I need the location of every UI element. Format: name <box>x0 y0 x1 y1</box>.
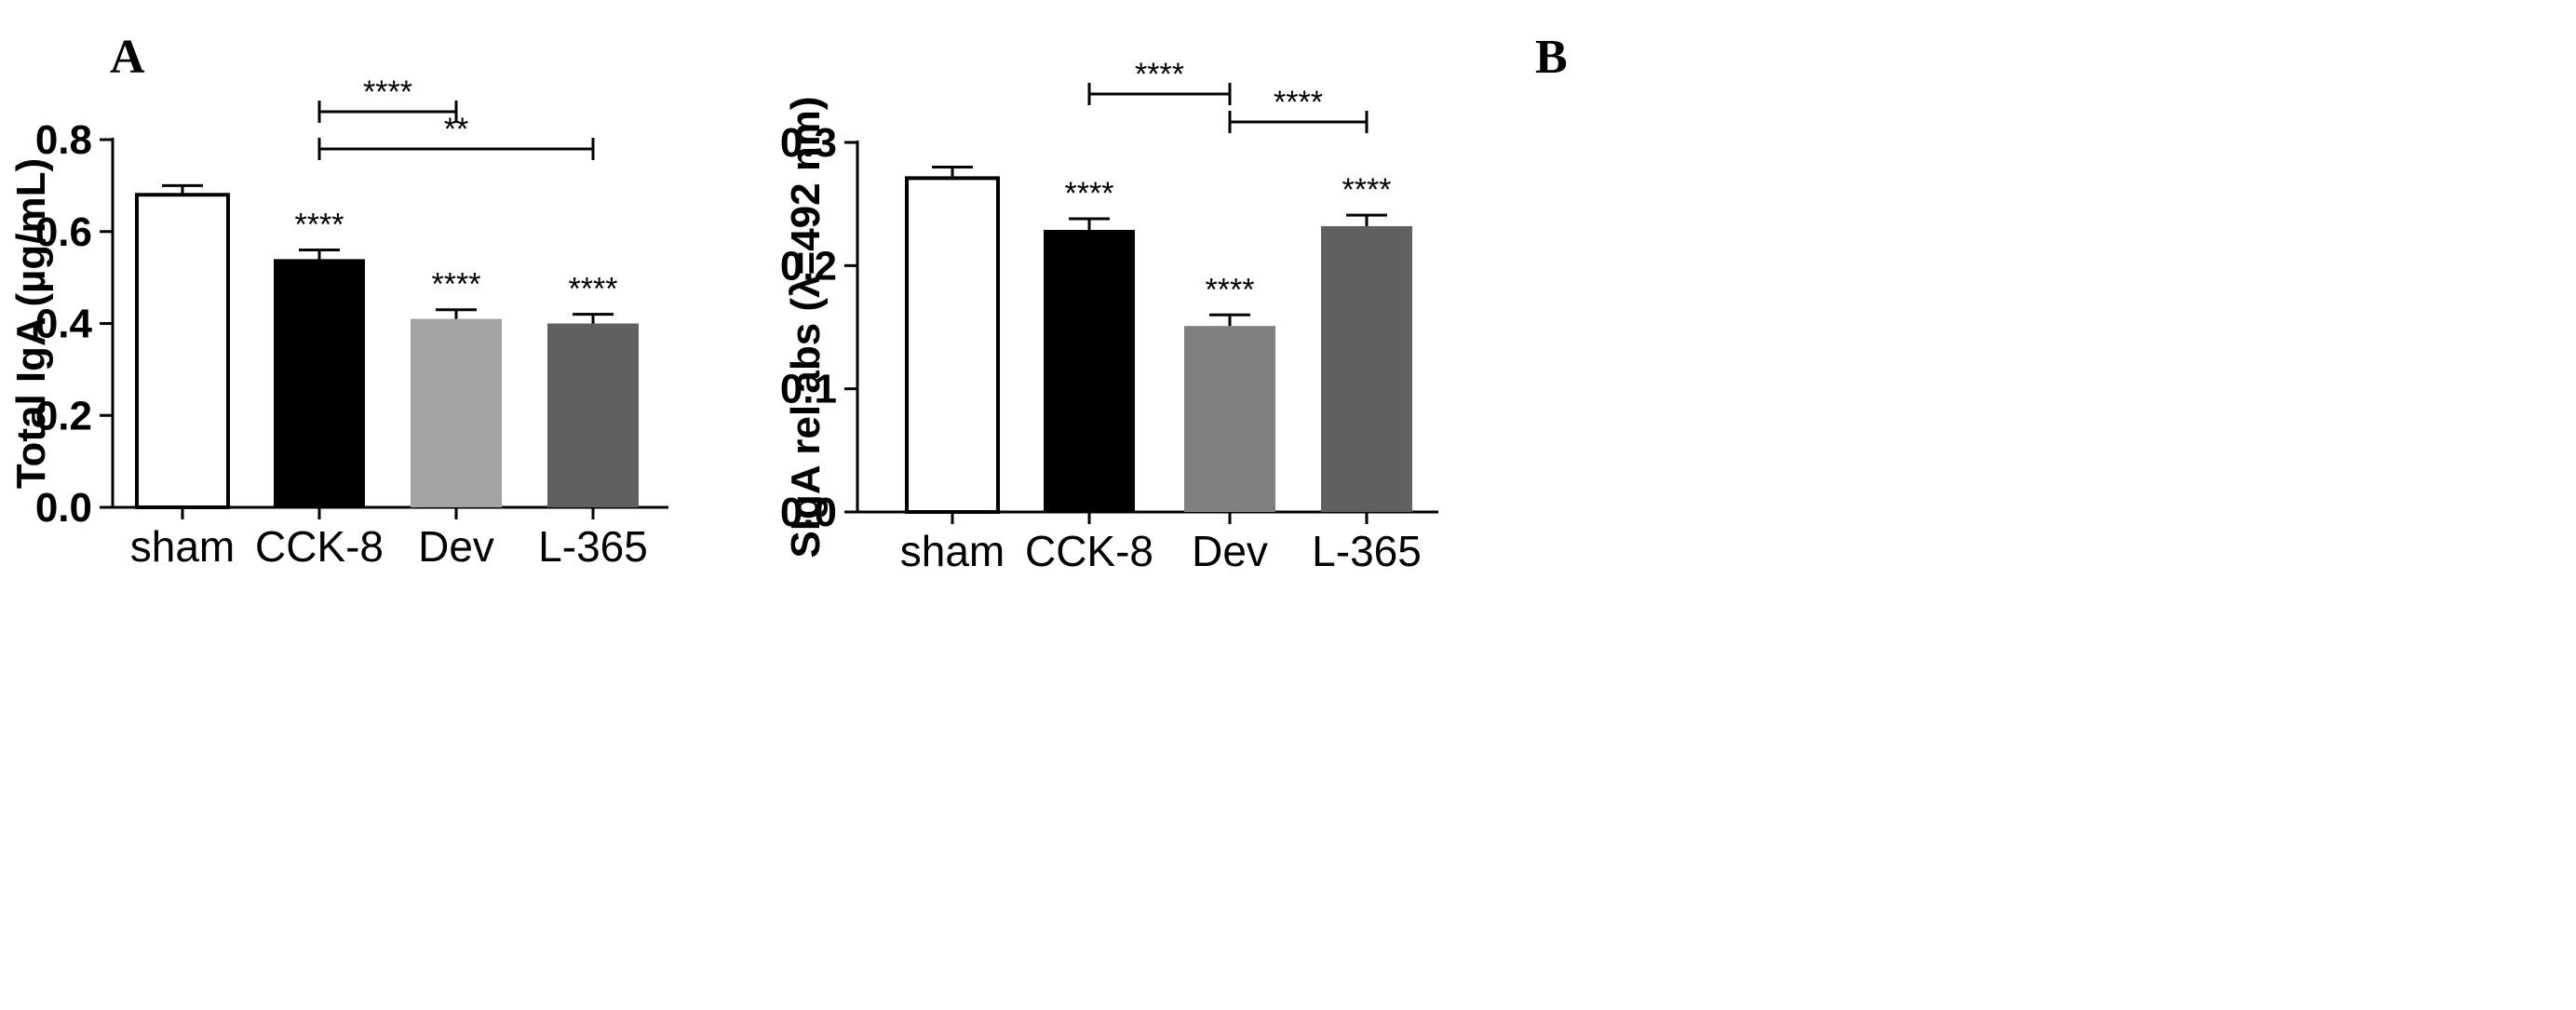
x-tick-label: CCK-8 <box>255 522 384 571</box>
comparison-label: ** <box>444 112 468 147</box>
y-tick-label: 0.6 <box>35 209 92 255</box>
significance-label: **** <box>1206 272 1255 307</box>
y-axis-title: Total IgA (µg/mL) <box>8 158 54 489</box>
x-tick-label: sham <box>130 522 235 571</box>
x-tick-label: CCK-8 <box>1025 527 1153 575</box>
bar-cck-8 <box>274 259 365 507</box>
bar-l-365 <box>1321 225 1412 512</box>
significance-label: **** <box>1065 176 1114 211</box>
bar-l-365 <box>547 323 639 507</box>
panel-a-letter: A <box>110 31 145 84</box>
bar-sham <box>135 193 230 509</box>
y-tick-label: 0.3 <box>780 120 837 166</box>
comparison-label: **** <box>1135 57 1184 92</box>
x-tick-label: sham <box>900 527 1005 575</box>
panel-b-letter: B <box>1535 31 1568 84</box>
bar-dev <box>411 318 502 507</box>
y-tick-label: 0.8 <box>35 117 92 163</box>
y-tick-label: 0.2 <box>35 393 92 438</box>
y-tick-label: 0.0 <box>35 485 92 531</box>
x-tick-label: Dev <box>418 522 494 571</box>
comparison-label: **** <box>363 74 412 110</box>
bar-cck-8 <box>1044 229 1135 512</box>
significance-label: **** <box>569 272 618 307</box>
x-tick-label: Dev <box>1192 527 1268 575</box>
y-tick-label: 0.4 <box>35 302 93 347</box>
comparison-label: **** <box>1274 85 1323 120</box>
significance-label: **** <box>1342 172 1392 208</box>
x-tick-label: L-365 <box>1312 527 1422 575</box>
y-tick-label: 0.2 <box>780 243 837 289</box>
significance-label: **** <box>295 208 344 243</box>
bar-sham <box>905 176 1000 514</box>
significance-label: **** <box>432 267 481 303</box>
x-tick-label: L-365 <box>538 522 648 571</box>
y-tick-label: 0.0 <box>780 490 837 535</box>
y-axis-title: SIgA rel abs (λ=492 nm) <box>783 96 829 558</box>
y-tick-label: 0.1 <box>780 367 837 412</box>
bar-dev <box>1184 326 1275 512</box>
